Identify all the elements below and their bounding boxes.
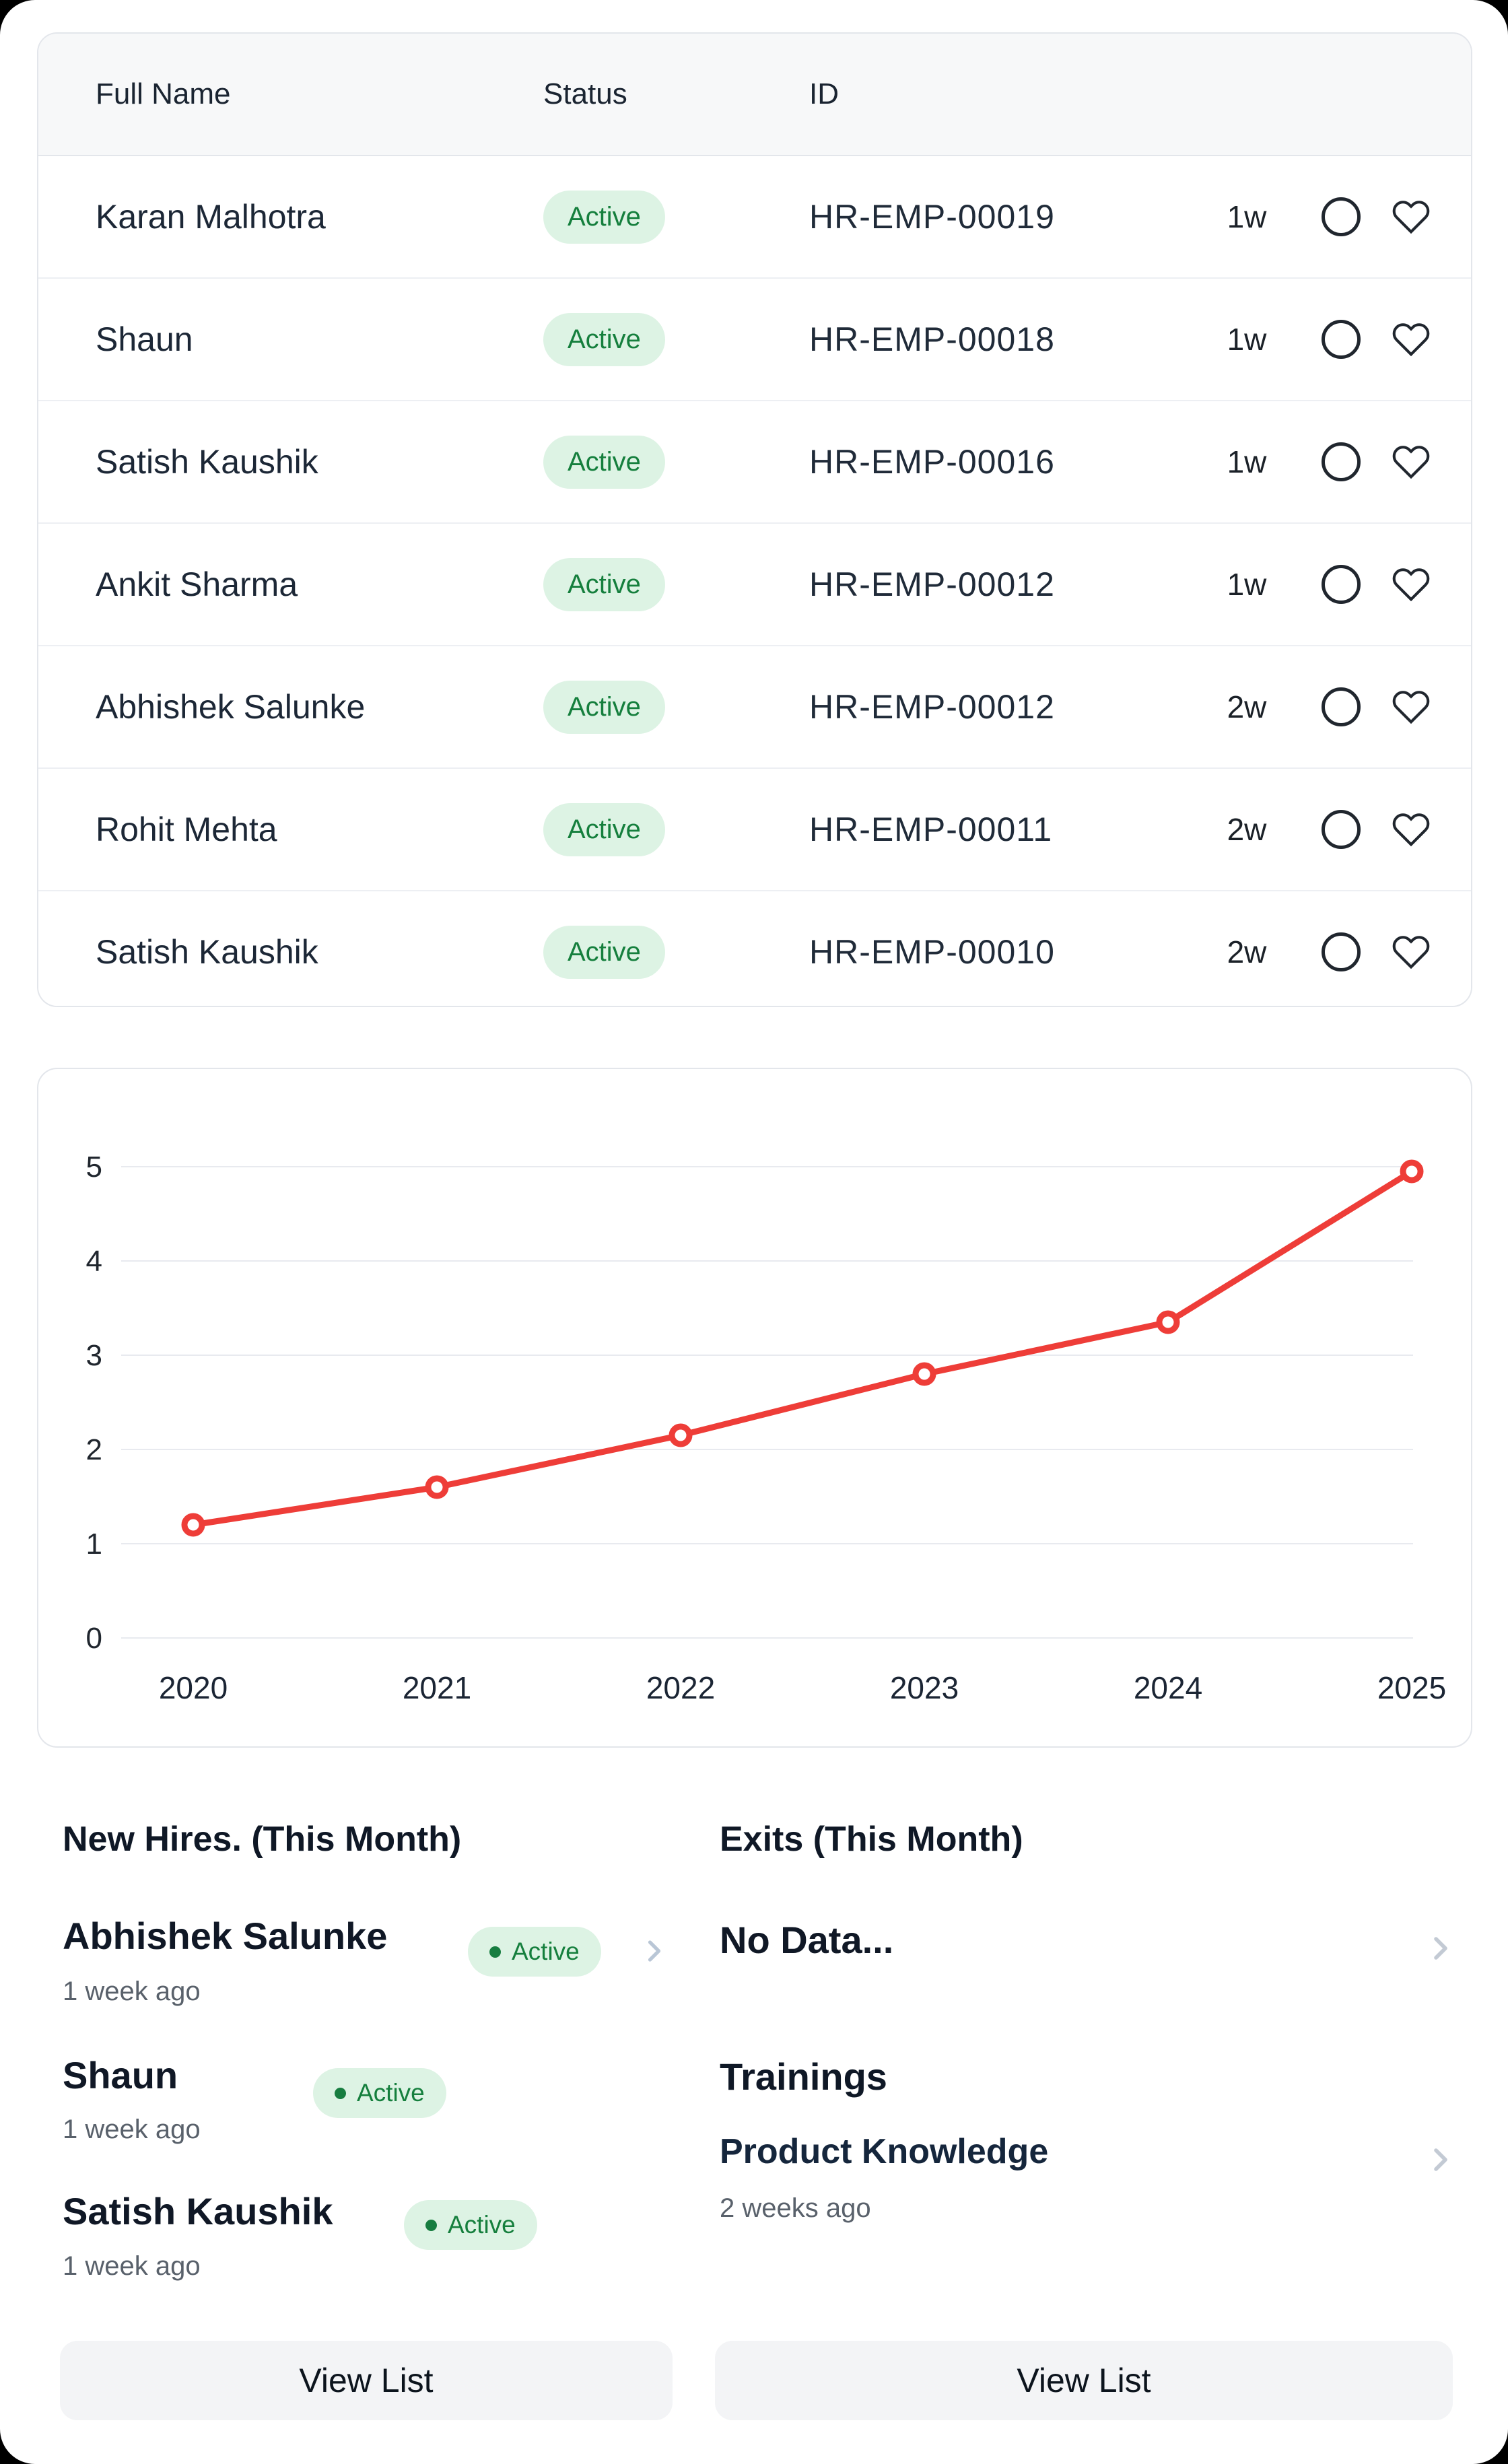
row-age: 1w [1227, 199, 1267, 234]
employee-name: Rohit Mehta [96, 811, 277, 848]
status-badge: Active [468, 1927, 601, 1977]
column-header-id: ID [809, 77, 839, 110]
svg-text:3: 3 [86, 1339, 102, 1372]
table-row[interactable]: Abhishek Salunke Active HR-EMP-00012 2w [38, 646, 1471, 769]
favorite-heart-icon[interactable] [1392, 687, 1431, 726]
select-circle-icon[interactable] [1322, 810, 1361, 849]
employee-table-card: Full Name Status ID Karan Malhotra Activ… [37, 32, 1472, 1007]
svg-text:4: 4 [86, 1245, 102, 1278]
svg-text:2: 2 [86, 1433, 102, 1466]
svg-text:2021: 2021 [403, 1670, 471, 1705]
table-row[interactable]: Rohit Mehta Active HR-EMP-00011 2w [38, 769, 1471, 891]
training-time: 2 weeks ago [720, 2193, 871, 2223]
chevron-right-icon[interactable] [1422, 2141, 1460, 2182]
table-row[interactable]: Shaun Active HR-EMP-00018 1w [38, 279, 1471, 401]
employee-id: HR-EMP-00019 [809, 198, 1055, 236]
table-row[interactable]: Satish Kaushik Active HR-EMP-00016 1w [38, 401, 1471, 524]
exits-empty-state[interactable]: No Data... [720, 1919, 894, 1961]
row-age: 2w [1227, 812, 1267, 847]
chevron-right-icon[interactable] [637, 1933, 672, 1972]
select-circle-icon[interactable] [1322, 320, 1361, 359]
new-hire-name[interactable]: Satish Kaushik [63, 2190, 333, 2232]
employee-name: Ankit Sharma [96, 566, 298, 603]
table-header-row: Full Name Status ID [38, 34, 1471, 156]
row-age: 2w [1227, 934, 1267, 969]
row-age: 1w [1227, 444, 1267, 479]
employee-name: Abhishek Salunke [96, 688, 366, 726]
employee-name: Karan Malhotra [96, 198, 326, 236]
chevron-right-icon[interactable] [1422, 1929, 1460, 1971]
employee-id: HR-EMP-00010 [809, 933, 1055, 971]
svg-text:0: 0 [86, 1622, 102, 1655]
favorite-heart-icon[interactable] [1392, 810, 1431, 849]
view-list-button-trainings[interactable]: View List [715, 2341, 1453, 2420]
status-badge: Active [543, 680, 665, 734]
employee-name: Satish Kaushik [96, 933, 318, 971]
select-circle-icon[interactable] [1322, 197, 1361, 236]
row-age: 2w [1227, 689, 1267, 724]
svg-text:2022: 2022 [646, 1670, 715, 1705]
employee-id: HR-EMP-00012 [809, 688, 1055, 726]
svg-text:2024: 2024 [1134, 1670, 1202, 1705]
status-dot-icon [335, 2087, 346, 2099]
status-badge: Active [543, 802, 665, 856]
new-hire-name[interactable]: Shaun [63, 2054, 178, 2096]
new-hires-title: New Hires. (This Month) [63, 1820, 462, 1859]
select-circle-icon[interactable] [1322, 932, 1361, 971]
employee-name: Satish Kaushik [96, 443, 318, 481]
table-row[interactable]: Karan Malhotra Active HR-EMP-00019 1w [38, 156, 1471, 279]
line-chart: 0 1 2 3 4 5 2020 2021 2022 2023 2024 2025 [86, 1151, 1447, 1705]
favorite-heart-icon[interactable] [1392, 320, 1431, 359]
employee-id: HR-EMP-00011 [809, 811, 1053, 848]
new-hire-time: 1 week ago [63, 1977, 201, 2006]
status-badge: Active [543, 435, 665, 489]
svg-text:1: 1 [86, 1528, 102, 1561]
row-age: 1w [1227, 567, 1267, 602]
exits-title: Exits (This Month) [720, 1820, 1023, 1859]
training-name[interactable]: Product Knowledge [720, 2132, 1049, 2171]
svg-text:2020: 2020 [159, 1670, 228, 1705]
new-hire-time: 1 week ago [63, 2115, 201, 2144]
status-badge: Active [404, 2200, 537, 2250]
status-badge: Active [543, 925, 665, 979]
status-dot-icon [425, 2219, 437, 2231]
status-badge: Active [313, 2068, 446, 2118]
favorite-heart-icon[interactable] [1392, 442, 1431, 481]
status-badge: Active [543, 312, 665, 366]
view-list-button-new-hires[interactable]: View List [60, 2341, 673, 2420]
employee-id: HR-EMP-00018 [809, 320, 1055, 358]
favorite-heart-icon[interactable] [1392, 932, 1431, 971]
row-age: 1w [1227, 322, 1267, 357]
status-badge: Active [543, 557, 665, 611]
table-row[interactable]: Satish Kaushik Active HR-EMP-00010 2w [38, 891, 1471, 1006]
column-header-full-name: Full Name [96, 77, 231, 110]
status-badge: Active [543, 190, 665, 244]
employee-name: Shaun [96, 320, 193, 358]
select-circle-icon[interactable] [1322, 565, 1361, 604]
employee-id: HR-EMP-00016 [809, 443, 1055, 481]
trainings-title: Trainings [720, 2055, 887, 2098]
favorite-heart-icon[interactable] [1392, 197, 1431, 236]
svg-text:5: 5 [86, 1151, 102, 1184]
headcount-trend-chart-card: 0 1 2 3 4 5 2020 2021 2022 2023 2024 2025 [37, 1068, 1472, 1748]
employee-id: HR-EMP-00012 [809, 566, 1055, 603]
svg-text:2025: 2025 [1377, 1670, 1446, 1705]
new-hire-name[interactable]: Abhishek Salunke [63, 1915, 388, 1957]
favorite-heart-icon[interactable] [1392, 565, 1431, 604]
table-row[interactable]: Ankit Sharma Active HR-EMP-00012 1w [38, 524, 1471, 646]
select-circle-icon[interactable] [1322, 442, 1361, 481]
status-dot-icon [489, 1946, 501, 1958]
new-hire-time: 1 week ago [63, 2251, 201, 2281]
column-header-status: Status [543, 77, 627, 110]
select-circle-icon[interactable] [1322, 687, 1361, 726]
svg-text:2023: 2023 [890, 1670, 959, 1705]
